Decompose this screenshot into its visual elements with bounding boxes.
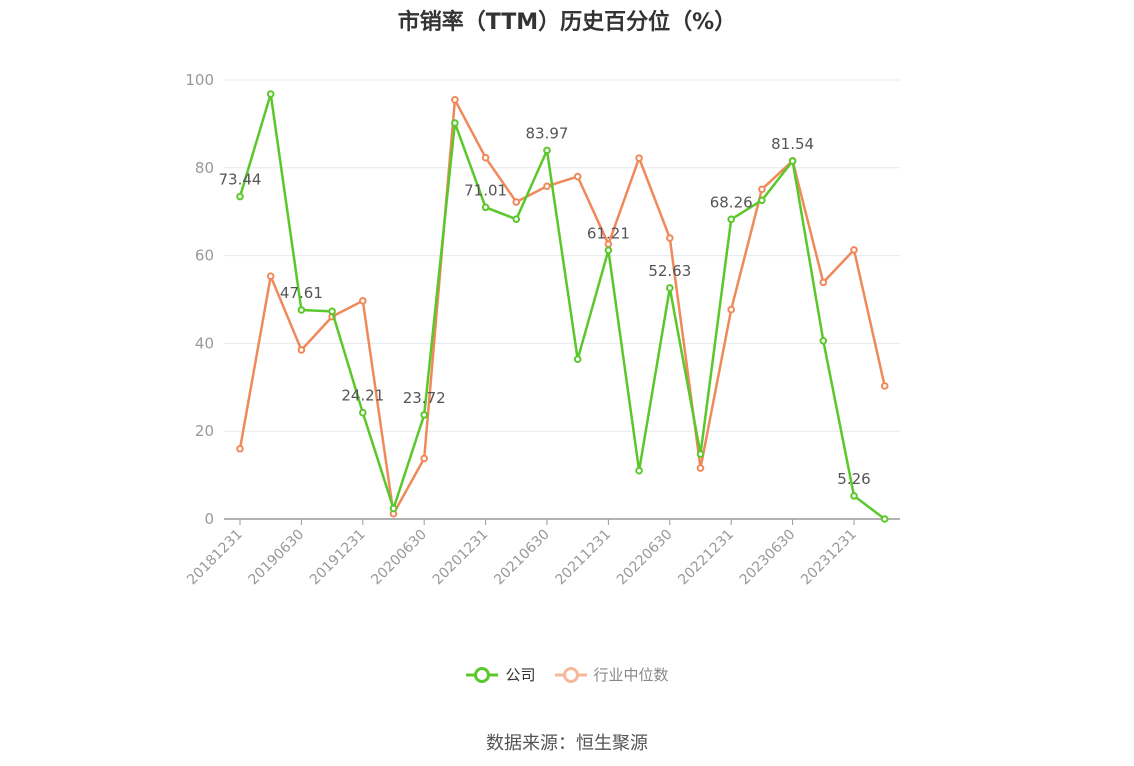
data-label-20190630: 47.61 [280,284,323,302]
legend: 公司 行业中位数 [0,664,1134,685]
legend-label-company: 公司 [505,666,536,684]
series-0-point-20231231 [850,492,858,500]
series-0-point-20201231 [481,203,490,212]
legend-label-industry-median: 行业中位数 [593,666,669,684]
series-1-point-20210331 [512,198,521,206]
x-tick-label-20200630: 20200630 [368,527,430,589]
data-label-20230630: 81.54 [771,135,814,153]
data-labels: 73.44 47.61 24.21 23.72 71.01 83.97 61.21 52.63… [219,124,871,488]
x-tick-label-20231231: 20231231 [798,527,860,589]
y-tick-label-40: 40 [195,334,214,352]
series-0-point-20210331 [512,215,521,223]
series-1-point-20230331 [758,185,766,194]
legend-industry-median-icon [554,666,587,683]
series-1-point-20230930 [819,278,828,287]
data-label-20231231: 5.26 [837,470,870,488]
series-1-point-20201231 [481,153,490,162]
x-tick-label-20221231: 20221231 [675,527,737,589]
data-label-20220630: 52.63 [648,262,691,280]
source-note: 数据来源：恒生聚源 [486,733,648,754]
x-tick-label-20210630: 20210630 [491,527,553,589]
x-tick-label-20211231: 20211231 [553,527,615,589]
x-tick-label-20201231: 20201231 [430,527,492,589]
chart-title: 市销率（TTM）历史百分位（%） [397,10,737,35]
series-0-point-20190630 [297,306,306,314]
series-1-point-20231231 [850,246,858,254]
series-0-point-20200331 [389,504,398,513]
series-0-point-20240331 [880,515,889,523]
data-label-20210630: 83.97 [526,124,569,142]
series-line-0 [238,92,886,520]
data-label-20221231: 68.26 [710,193,753,211]
series-1-point-20220331 [635,154,643,162]
series [236,90,889,523]
series-0-point-20181231 [236,192,244,201]
x-tick-label-20181231: 20181231 [184,527,246,589]
series-1-point-20210930 [573,172,582,181]
series-0-point-20230630 [788,157,797,165]
y-tick-label-20: 20 [195,422,214,440]
series-1-point-20200630 [420,454,429,463]
series-line-1 [238,98,886,515]
series-1-point-20210630 [543,182,551,191]
series-1-point-20190630 [297,346,306,354]
series-0-point-20190331 [266,90,275,98]
data-label-20200630: 23.72 [403,389,446,407]
series-0-point-20200930 [451,119,459,127]
series-1-point-20240331 [880,382,889,390]
series-1-point-20181231 [236,444,244,453]
series-0-point-20230331 [758,196,766,205]
series-0-point-20220331 [635,466,643,475]
series-0-point-20220630 [666,284,674,292]
series-1-point-20220930 [696,464,705,472]
series-0-point-20200630 [420,411,429,419]
y-tick-label-100: 100 [185,71,214,89]
series-0-point-20191231 [359,408,367,417]
series-0-point-20210630 [543,146,551,155]
data-label-20191231: 24.21 [341,387,384,405]
data-label-20211231: 61.21 [587,224,630,242]
legend-item-company[interactable]: 公司 [465,664,536,685]
legend-company-icon [466,666,499,683]
x-tick-label-20230630: 20230630 [737,527,799,589]
y-tick-label-0: 0 [204,510,214,528]
series-1-point-20191231 [359,297,367,305]
series-1-point-20221231 [727,305,736,314]
y-tick-label-60: 60 [195,247,214,265]
series-0-point-20221231 [727,215,736,224]
series-0-point-20220930 [696,450,705,458]
data-label-20181231: 73.44 [219,171,262,189]
x-tick-label-20220630: 20220630 [614,527,676,589]
series-1-point-20200930 [451,95,459,104]
legend-item-industry-median[interactable]: 行业中位数 [554,664,669,685]
series-0-point-20210930 [573,355,582,364]
y-tick-label-80: 80 [195,159,214,177]
series-0-point-20211231 [604,246,613,255]
series-0-point-20190930 [328,307,336,316]
series-1-point-20190331 [266,272,275,281]
x-tick-label-20191231: 20191231 [307,527,369,589]
data-label-20201231: 71.01 [464,181,507,199]
x-tick-label-20190630: 20190630 [246,527,308,589]
series-1-point-20220630 [666,234,674,242]
series-0-point-20230930 [819,336,828,345]
